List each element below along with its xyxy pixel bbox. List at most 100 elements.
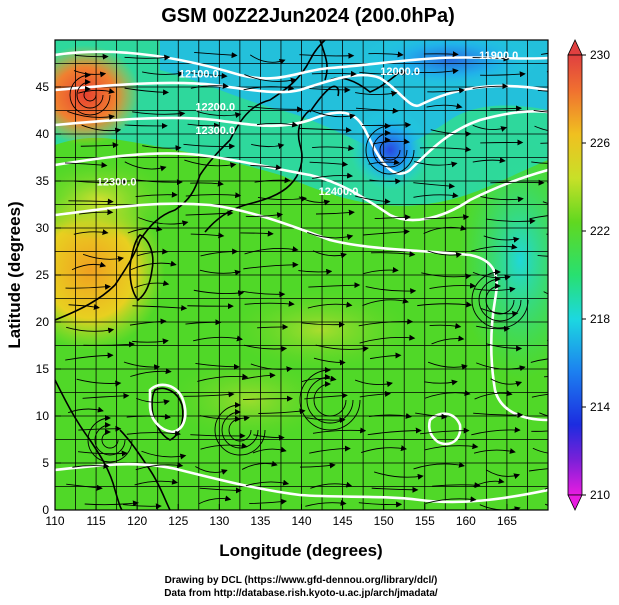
x-axis-ticks: 110 115 120 125 130 135 140 145 150 155 160 165 [45, 504, 517, 528]
streamline [312, 172, 354, 179]
y-tick-label: 5 [42, 456, 49, 470]
streamline [359, 334, 416, 344]
streamline [490, 105, 523, 112]
colorbar-top-arrow [567, 39, 583, 56]
streamline [190, 232, 225, 239]
streamline [427, 361, 468, 370]
streamline [299, 52, 355, 59]
streamline-vortex [372, 130, 408, 168]
streamline [185, 319, 222, 326]
streamline [200, 248, 239, 257]
streamline [130, 368, 172, 377]
streamline [245, 212, 284, 219]
temperature-field-east-cyan [460, 140, 548, 380]
streamline [141, 450, 187, 460]
y-tick-label: 15 [36, 362, 50, 376]
streamline [80, 142, 119, 149]
streamline [369, 178, 402, 185]
streamline [480, 196, 524, 203]
contour-12000 [55, 73, 548, 108]
streamline [136, 248, 169, 257]
streamline [363, 266, 399, 274]
coastline-indochina [55, 379, 123, 510]
streamline [431, 335, 465, 345]
streamline [483, 235, 520, 243]
coastline-luzon [151, 387, 184, 441]
streamline [135, 462, 184, 471]
streamline [358, 501, 403, 508]
x-tick-label: 155 [415, 514, 435, 528]
streamline-vortex [313, 381, 347, 417]
streamline [199, 415, 250, 422]
x-axis-label: Longitude (degrees) [219, 541, 382, 560]
streamline [189, 72, 228, 79]
streamline [371, 251, 416, 258]
x-tick-label: 140 [291, 514, 311, 528]
streamline [132, 110, 186, 117]
streamline-vortex [478, 276, 522, 322]
streamline [470, 243, 518, 252]
streamline [472, 55, 510, 62]
streamline [358, 318, 414, 327]
streamline [474, 390, 513, 400]
streamline [68, 198, 114, 205]
x-tick-label: 130 [209, 514, 229, 528]
streamline [429, 322, 462, 329]
streamline [68, 303, 100, 310]
streamline [532, 447, 548, 454]
streamline [371, 486, 419, 493]
contour-12300 [55, 202, 548, 422]
streamline [413, 68, 459, 75]
streamline [190, 432, 246, 439]
streamline-vortex [101, 429, 119, 449]
streamline [301, 321, 345, 328]
streamline [299, 462, 336, 469]
streamline [305, 499, 347, 507]
colorbar-tick-label: 226 [590, 136, 610, 150]
contour-label: 12200.0 [195, 102, 235, 114]
streamline [427, 87, 466, 94]
colorbar: 210 214 218 222 226 230 [567, 39, 610, 511]
streamline [415, 412, 448, 420]
streamline [184, 159, 237, 169]
streamline [81, 124, 122, 134]
streamline [298, 268, 333, 275]
temperature-field-south-yellow [170, 360, 330, 440]
streamline [531, 393, 548, 398]
streamline [245, 479, 290, 487]
streamline-vortex [221, 409, 259, 449]
streamline [124, 122, 168, 129]
streamline [485, 218, 536, 225]
streamline [183, 391, 235, 398]
colorbar-bottom-arrow [567, 494, 583, 511]
streamline [126, 413, 171, 420]
streamline [307, 232, 354, 240]
y-tick-label: 10 [36, 409, 50, 423]
contour-label: 11900.0 [479, 50, 518, 62]
streamline [136, 397, 170, 406]
streamline [247, 106, 304, 113]
streamline [312, 145, 355, 151]
streamline [199, 269, 241, 276]
coastlines [55, 40, 401, 510]
streamline [243, 84, 295, 91]
streamline [304, 392, 348, 400]
streamline [486, 343, 523, 352]
streamline [244, 246, 299, 255]
streamline-vortex [471, 269, 529, 329]
credit-data: Data from http://database.rish.kyoto-u.a… [164, 588, 438, 599]
streamline [187, 122, 221, 129]
streamline [528, 468, 548, 472]
streamline [66, 483, 103, 491]
streamline [66, 326, 115, 334]
streamline [65, 352, 114, 361]
streamline [137, 217, 189, 227]
streamline [244, 74, 297, 84]
x-tick-label: 110 [45, 514, 64, 528]
streamline-vortex [83, 86, 97, 102]
streamline [256, 121, 299, 128]
streamline [374, 471, 424, 480]
streamline [534, 125, 548, 132]
streamline [539, 412, 548, 417]
